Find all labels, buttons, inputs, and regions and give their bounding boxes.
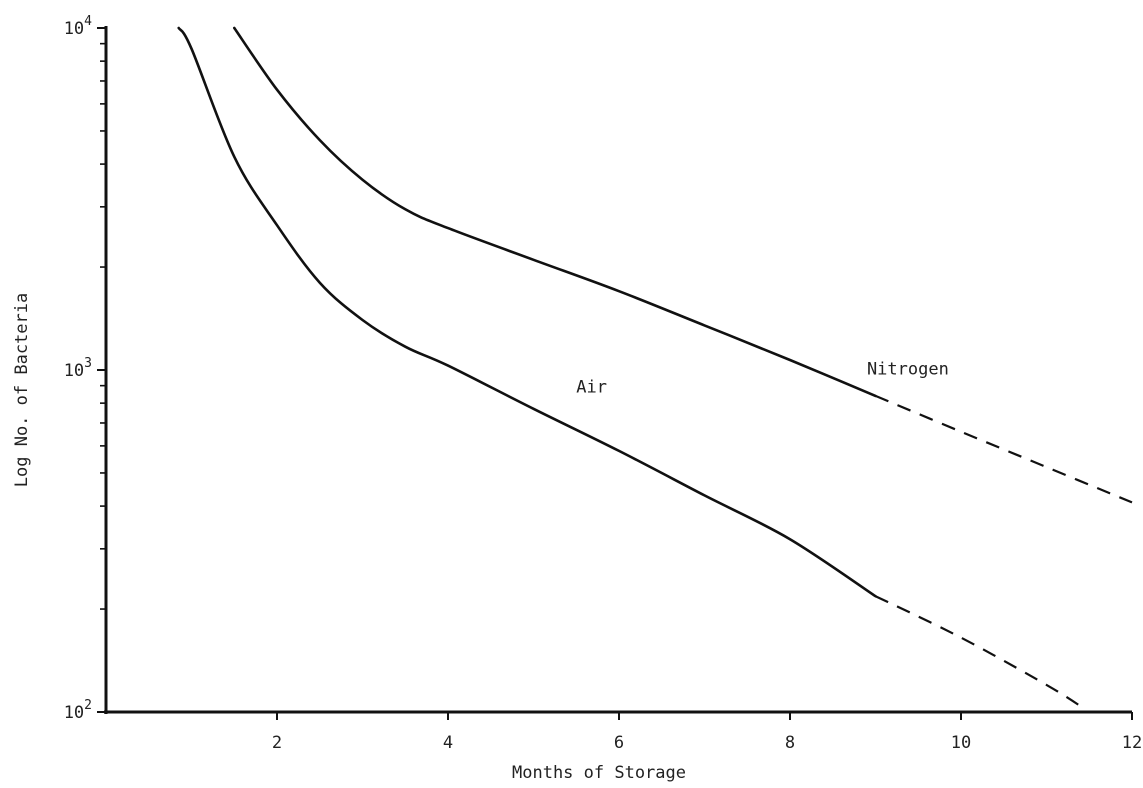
y-axis-title: Log No. of Bacteria (12, 293, 32, 487)
y-tick-label: 102 (64, 698, 92, 723)
y-tick-label: 104 (64, 14, 92, 39)
series-line-air (177, 26, 877, 598)
x-tick-label: 12 (1122, 733, 1142, 753)
series-extrapolation-nitrogen (875, 394, 1133, 504)
series-line-nitrogen (233, 26, 877, 398)
y-tick-base: 10 (64, 703, 84, 723)
series-group (177, 26, 1133, 711)
y-tick-exponent: 4 (84, 14, 92, 29)
x-tick-label: 6 (614, 733, 624, 753)
x-axis-title: Months of Storage (512, 763, 686, 783)
y-tick-base: 10 (64, 361, 84, 381)
series-extrapolation-air (875, 595, 1086, 711)
y-tick-exponent: 2 (84, 698, 92, 713)
y-tick-exponent: 3 (84, 356, 92, 371)
x-tick-label: 4 (443, 733, 453, 753)
x-tick-label: 10 (951, 733, 971, 753)
series-label-nitrogen: Nitrogen (867, 360, 949, 380)
series-label-air: Air (576, 377, 607, 397)
y-tick-base: 10 (64, 19, 84, 39)
x-tick-label: 8 (785, 733, 795, 753)
axes (97, 26, 1133, 720)
x-tick-label: 2 (272, 733, 282, 753)
y-tick-label: 103 (64, 356, 92, 381)
